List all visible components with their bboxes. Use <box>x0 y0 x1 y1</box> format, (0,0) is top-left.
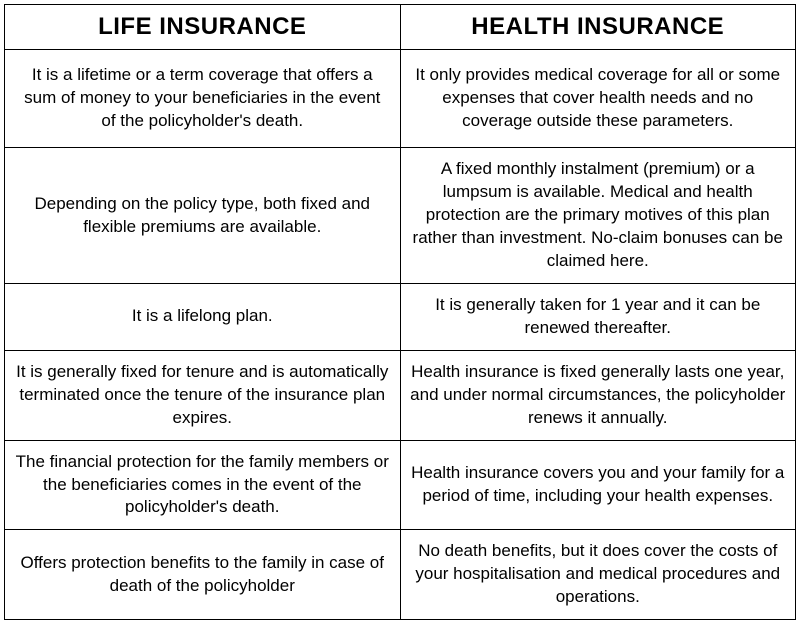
column-header-life: LIFE INSURANCE <box>5 5 401 50</box>
cell-health: Health insurance covers you and your fam… <box>400 440 796 530</box>
table-row: Depending on the policy type, both fixed… <box>5 148 796 284</box>
cell-life: It is a lifetime or a term coverage that… <box>5 50 401 148</box>
cell-health: No death benefits, but it does cover the… <box>400 530 796 620</box>
table-row: It is a lifetime or a term coverage that… <box>5 50 796 148</box>
cell-life: The financial protection for the family … <box>5 440 401 530</box>
cell-health: It only provides medical coverage for al… <box>400 50 796 148</box>
cell-life: Depending on the policy type, both fixed… <box>5 148 401 284</box>
cell-life: It is a lifelong plan. <box>5 283 401 350</box>
cell-health: A fixed monthly instalment (premium) or … <box>400 148 796 284</box>
table-row: Offers protection benefits to the family… <box>5 530 796 620</box>
insurance-comparison-table: LIFE INSURANCE HEALTH INSURANCE It is a … <box>4 4 796 620</box>
cell-health: It is generally taken for 1 year and it … <box>400 283 796 350</box>
table-row: The financial protection for the family … <box>5 440 796 530</box>
cell-life: Offers protection benefits to the family… <box>5 530 401 620</box>
table-row: It is generally fixed for tenure and is … <box>5 350 796 440</box>
column-header-health: HEALTH INSURANCE <box>400 5 796 50</box>
cell-health: Health insurance is fixed generally last… <box>400 350 796 440</box>
table-row: It is a lifelong plan. It is generally t… <box>5 283 796 350</box>
cell-life: It is generally fixed for tenure and is … <box>5 350 401 440</box>
table-header-row: LIFE INSURANCE HEALTH INSURANCE <box>5 5 796 50</box>
